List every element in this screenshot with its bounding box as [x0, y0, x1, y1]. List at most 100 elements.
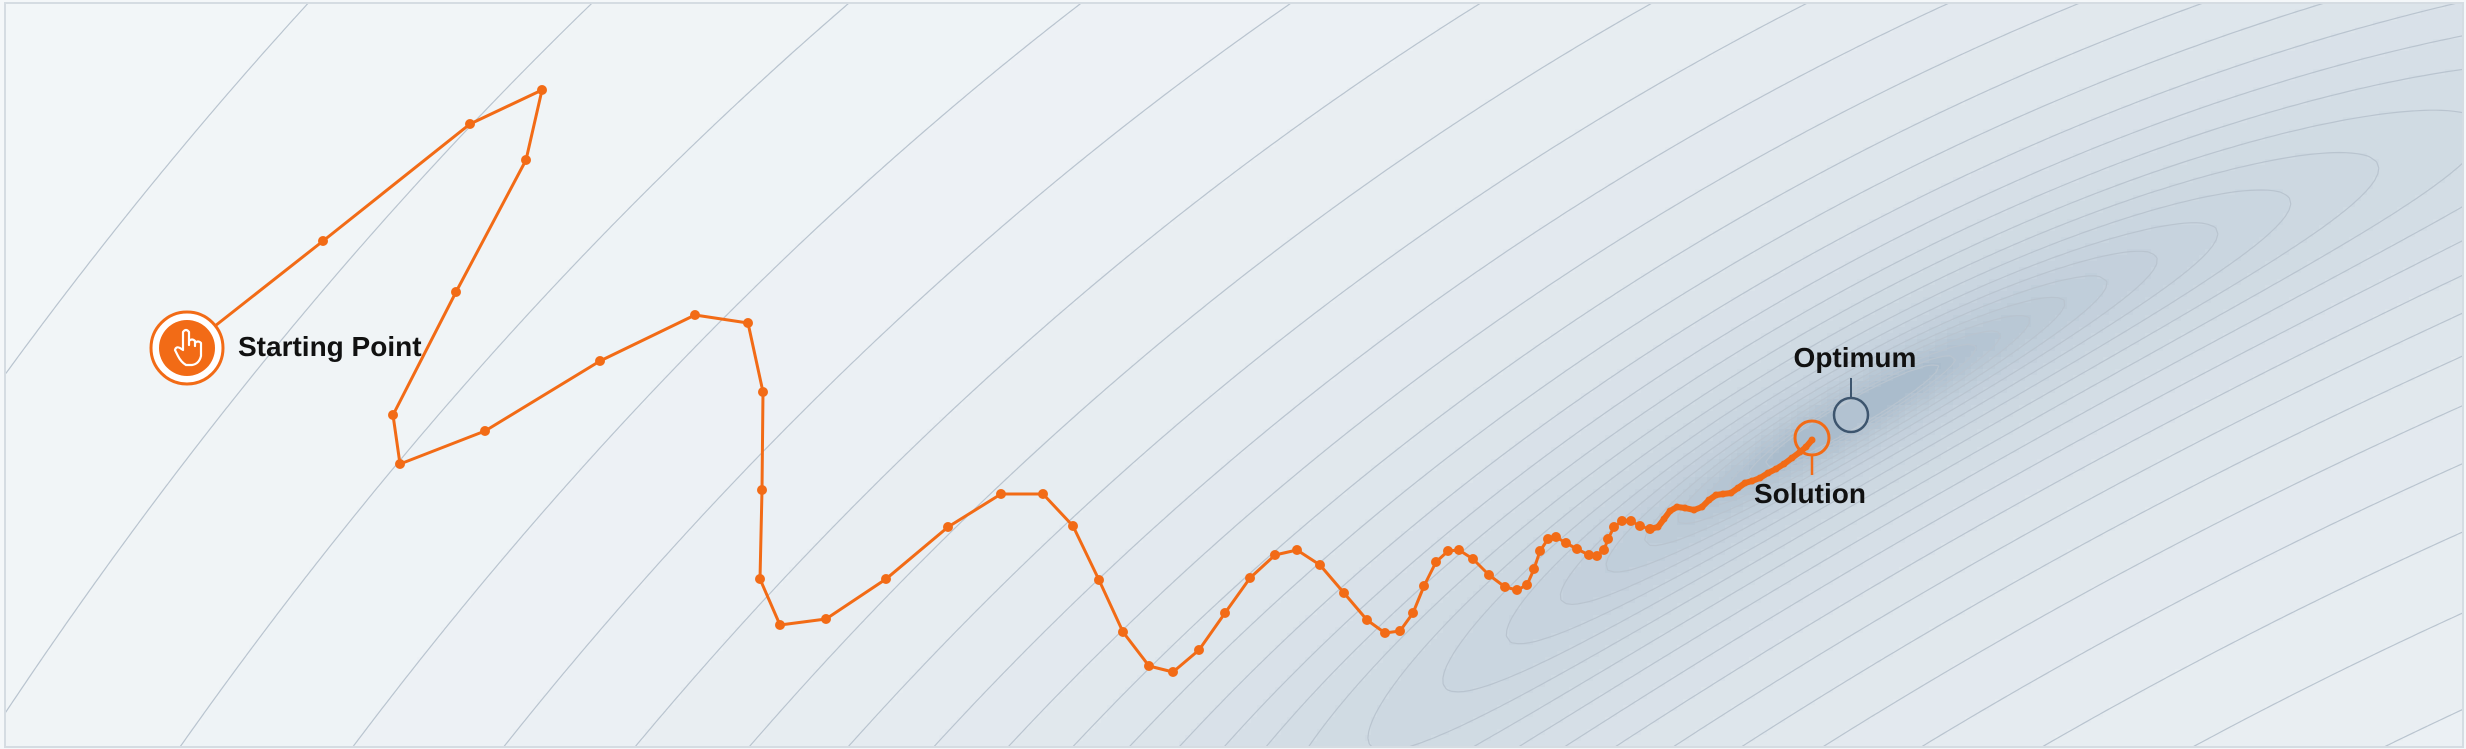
path-step-point [1118, 627, 1128, 637]
optimum-marker [1832, 378, 1870, 434]
path-step-point [1584, 550, 1594, 560]
contour-line [179, 3, 850, 747]
path-step-point [1748, 477, 1756, 485]
path-step-point [537, 85, 547, 95]
path-step-point [395, 459, 405, 469]
contour-line [1265, 68, 2463, 747]
contour-line [748, 3, 2463, 747]
path-step-point [1484, 570, 1494, 580]
path-step-point [1292, 545, 1302, 555]
path-step-point [1419, 581, 1429, 591]
path-step-point [1808, 436, 1816, 444]
path-step-point [755, 574, 765, 584]
contour-line [502, 3, 1293, 747]
contour-line [1727, 343, 1977, 491]
path-step-point [1635, 521, 1645, 531]
contour-line [1071, 3, 2463, 747]
path-step-point [1220, 608, 1230, 618]
path-step-point [451, 287, 461, 297]
path-step-point [1756, 474, 1764, 482]
path-step-point [595, 356, 605, 366]
path-step-point [1666, 507, 1674, 515]
path-step-point [881, 574, 891, 584]
contour-line [847, 3, 2463, 747]
contour-line [1765, 364, 1940, 469]
path-step-point [480, 426, 490, 436]
path-step-point [1551, 532, 1561, 542]
path-step-point [1522, 580, 1532, 590]
path-step-point [690, 310, 700, 320]
path-step-point [1654, 523, 1662, 531]
path-step-point [1698, 503, 1706, 511]
path-step-point [1529, 564, 1539, 574]
path-step-point [1712, 491, 1720, 499]
path-step-point [1764, 469, 1772, 477]
path-step-point [1068, 521, 1078, 531]
path-step-point [1512, 585, 1522, 595]
path-step-point [1561, 538, 1571, 548]
path-step-point [1144, 661, 1154, 671]
contour-line [932, 3, 2463, 747]
contour-line [1605, 275, 2108, 573]
path-step-point [388, 410, 398, 420]
path-step-point [1395, 626, 1405, 636]
hand-pointer-icon [173, 328, 203, 367]
path-step-point [1592, 551, 1602, 561]
path-step-point [1660, 515, 1668, 523]
path-step-point [1741, 479, 1749, 487]
contour-line [1128, 3, 2463, 747]
starting-point-marker[interactable] [149, 310, 225, 386]
path-step-point [1270, 550, 1280, 560]
path-step-point [1609, 522, 1619, 532]
path-step-point [1719, 490, 1727, 498]
plot-frame [4, 2, 2464, 748]
contour-line [1442, 189, 2292, 693]
path-step-point [1727, 489, 1735, 497]
path-step-point [1673, 503, 1681, 511]
path-step-point [1443, 546, 1453, 556]
path-step-point [1168, 667, 1178, 677]
path-step-point [996, 489, 1006, 499]
path-step-point [1788, 454, 1796, 462]
path-step-point [1780, 460, 1788, 468]
path-step-point [1094, 575, 1104, 585]
path-step-point [943, 522, 953, 532]
path-step-point [465, 119, 475, 129]
path-step-point [1038, 489, 1048, 499]
path-step-point [1734, 484, 1742, 492]
contour-line [351, 3, 1083, 747]
path-step-point [1645, 524, 1655, 534]
path-step-point [757, 485, 767, 495]
path-step-point [318, 236, 328, 246]
starting-point-label: Starting Point [238, 331, 422, 362]
path-step-point [1315, 560, 1325, 570]
optimizer-path [186, 85, 1816, 677]
path-step-point [1681, 504, 1689, 512]
solution-marker [1793, 419, 1831, 475]
contour-line [1705, 330, 2002, 506]
path-step-point [1690, 506, 1698, 514]
path-step-point [1626, 516, 1636, 526]
path-step-point [821, 614, 831, 624]
contour-line [5, 3, 310, 376]
contour-line [634, 3, 2463, 747]
path-step-point [1454, 545, 1464, 555]
contour-line [1644, 296, 2066, 547]
path-step-point [1245, 573, 1255, 583]
path-step-point [1705, 496, 1713, 504]
contour-line [1178, 3, 2463, 747]
path-step-point [1599, 545, 1609, 555]
path-step-point [1408, 608, 1418, 618]
path-step-point [1194, 645, 1204, 655]
contour-line [1367, 151, 2380, 747]
solution-label: Solution [1754, 478, 1866, 509]
path-step-point [1468, 554, 1478, 564]
path-step-point [1802, 443, 1810, 451]
path-step-point [1339, 588, 1349, 598]
contour-line [1007, 3, 2463, 747]
path-step-point [1362, 615, 1372, 625]
path-step-point [1572, 544, 1582, 554]
path-step-point [775, 620, 785, 630]
